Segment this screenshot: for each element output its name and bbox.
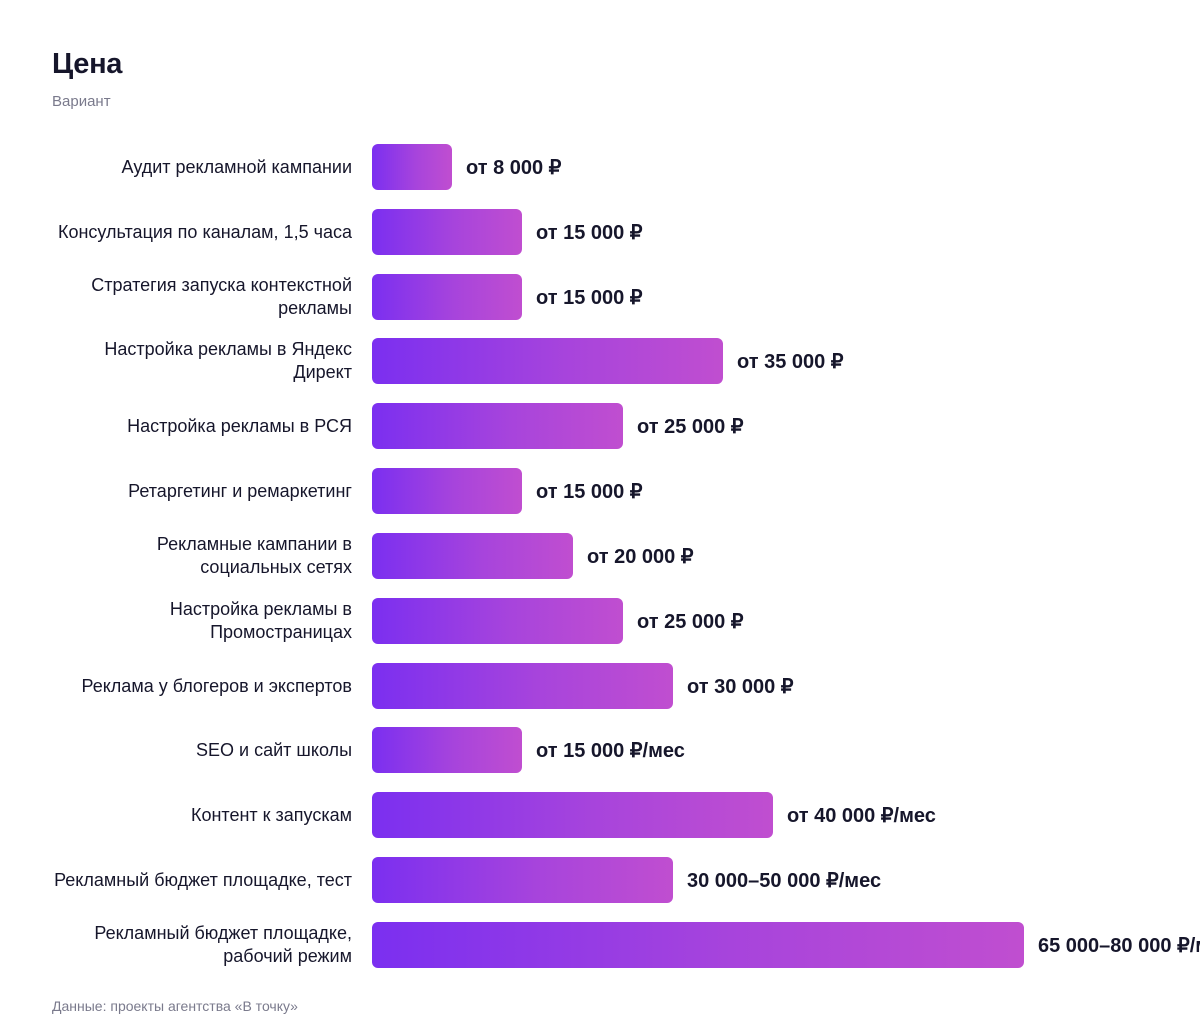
value-label: 65 000–80 000 ₽/мес [1038,934,1200,957]
category-label: Консультация по каналам, 1,5 часа [58,221,352,242]
chart-row: Реклама у блогеров и экспертов от 30 000 … [0,663,1200,709]
chart-row: Рекламные кампании в социальных сетях от … [0,533,1200,579]
bar [372,209,522,255]
bar [372,922,1024,968]
bar [372,663,673,709]
chart-row: Стратегия запуска контекстной рекламы от … [0,274,1200,320]
value-label: от 15 000 ₽ [536,221,643,244]
category-label: Рекламный бюджет площадке, тест [54,869,352,890]
chart-row: SEO и сайт школы от 15 000 ₽/мес [0,727,1200,773]
bar [372,144,452,190]
category-label: Настройка рекламы в Промостраницах [169,599,352,642]
value-label: от 30 000 ₽ [687,675,794,698]
category-label: Рекламные кампании в социальных сетях [156,534,352,577]
value-label: от 40 000 ₽/мес [787,804,936,827]
chart-row: Контент к запускам от 40 000 ₽/мес [0,792,1200,838]
value-label: от 15 000 ₽/мес [536,739,685,762]
chart-subtitle: Вариант [52,93,111,110]
chart-row: Аудит рекламной кампании от 8 000 ₽ [0,144,1200,190]
bar [372,338,723,384]
category-label: SEO и сайт школы [196,739,352,760]
value-label: от 35 000 ₽ [737,350,844,373]
value-label: от 8 000 ₽ [466,156,562,179]
bar [372,403,623,449]
category-label: Рекламный бюджет площадке, рабочий режим [94,923,352,966]
bar [372,727,522,773]
chart-row: Настройка рекламы в РСЯ от 25 000 ₽ [0,403,1200,449]
value-label: от 25 000 ₽ [637,415,744,438]
chart-row: Рекламный бюджет площадке, рабочий режим… [0,922,1200,968]
bar [372,274,522,320]
bar [372,533,573,579]
category-label: Реклама у блогеров и экспертов [81,675,353,696]
chart-source: Данные: проекты агентства «В точку» [52,998,298,1014]
category-label: Контент к запускам [190,804,352,825]
chart-row: Консультация по каналам, 1,5 часа от 15 0… [0,209,1200,255]
category-label: Стратегия запуска контекстной рекламы [91,275,352,318]
bar [372,857,673,903]
bar [372,468,522,514]
value-label: от 15 000 ₽ [536,286,643,309]
value-label: от 20 000 ₽ [587,545,694,568]
bar [372,598,623,644]
bar [372,792,773,838]
chart-row: Рекламный бюджет площадке, тест 30 000–50… [0,857,1200,903]
category-label: Ретаргетинг и ремаркетинг [128,480,352,501]
chart-row: Ретаргетинг и ремаркетинг от 15 000 ₽ [0,468,1200,514]
category-label: Настройка рекламы в Яндекс Директ [104,339,352,382]
value-label: от 15 000 ₽ [536,480,643,503]
value-label: от 25 000 ₽ [637,610,744,633]
chart-row: Настройка рекламы в Яндекс Директ от 35 0… [0,338,1200,384]
chart-row: Настройка рекламы в Промостраницах от 25 … [0,598,1200,644]
category-label: Аудит рекламной кампании [121,156,352,177]
chart-title: Цена [52,48,123,80]
category-label: Настройка рекламы в РСЯ [127,415,352,436]
value-label: 30 000–50 000 ₽/мес [687,869,882,892]
